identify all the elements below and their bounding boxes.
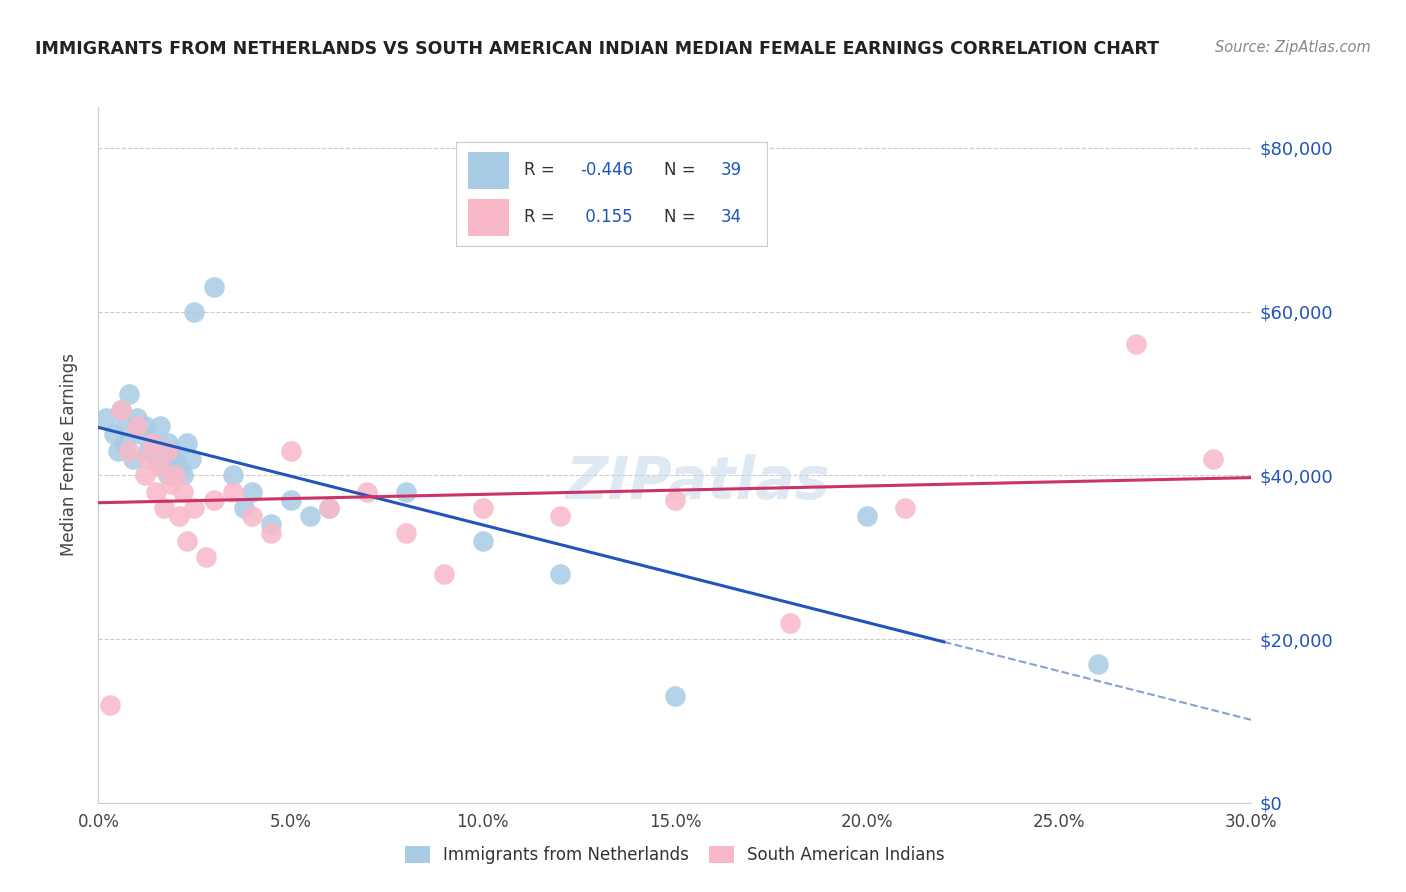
Point (548, 566, 571, 581)
Point (167, 509, 190, 524)
Point (152, 501, 174, 516)
Point (156, 435, 179, 450)
Point (183, 501, 205, 516)
Point (471, 501, 494, 516)
Point (260, 517, 283, 532)
Point (180, 452, 202, 467)
Point (176, 435, 198, 450)
Point (280, 492, 302, 507)
Point (222, 484, 245, 499)
Point (183, 304, 205, 318)
Point (395, 525, 418, 540)
Point (172, 468, 194, 483)
Point (107, 443, 129, 458)
Point (240, 484, 263, 499)
Point (141, 435, 163, 450)
Point (433, 566, 456, 581)
Point (280, 443, 302, 458)
Point (149, 419, 172, 434)
Y-axis label: Median Female Earnings: Median Female Earnings (59, 353, 77, 557)
Point (110, 403, 132, 417)
Point (138, 452, 160, 467)
Point (156, 443, 179, 458)
Point (98, 698, 121, 712)
Point (1125, 337, 1147, 351)
Point (894, 501, 917, 516)
Point (233, 501, 256, 516)
Point (118, 386, 141, 401)
Point (114, 435, 136, 450)
Legend: Immigrants from Netherlands, South American Indians: Immigrants from Netherlands, South Ameri… (405, 846, 945, 864)
Point (165, 468, 187, 483)
Point (152, 460, 174, 475)
Point (103, 427, 125, 442)
Point (395, 484, 418, 499)
Point (664, 492, 686, 507)
Point (318, 501, 340, 516)
Point (160, 443, 183, 458)
Point (260, 525, 283, 540)
Point (1087, 657, 1109, 671)
Point (156, 468, 179, 483)
Point (94, 411, 117, 425)
Text: IMMIGRANTS FROM NETHERLANDS VS SOUTH AMERICAN INDIAN MEDIAN FEMALE EARNINGS CORR: IMMIGRANTS FROM NETHERLANDS VS SOUTH AME… (35, 40, 1159, 58)
Point (145, 484, 167, 499)
Point (298, 509, 321, 524)
Point (110, 403, 132, 417)
Point (202, 492, 225, 507)
Point (165, 452, 187, 467)
Point (129, 427, 152, 442)
Point (222, 468, 245, 483)
Point (172, 484, 194, 499)
Text: ZIPatlas: ZIPatlas (565, 454, 830, 511)
Point (125, 411, 148, 425)
Point (118, 443, 141, 458)
Point (176, 533, 198, 548)
Point (160, 476, 183, 491)
Point (202, 280, 225, 294)
Point (145, 452, 167, 467)
Point (548, 509, 571, 524)
Point (318, 501, 340, 516)
Point (664, 690, 686, 704)
Point (125, 419, 148, 434)
Point (122, 452, 145, 467)
Text: Source: ZipAtlas.com: Source: ZipAtlas.com (1215, 40, 1371, 55)
Point (167, 460, 190, 475)
Point (149, 460, 172, 475)
Point (134, 419, 156, 434)
Point (195, 550, 218, 565)
Point (134, 468, 156, 483)
Point (240, 509, 263, 524)
Point (141, 435, 163, 450)
Point (114, 419, 136, 434)
Point (779, 615, 801, 630)
Point (471, 533, 494, 548)
Point (138, 443, 160, 458)
Point (856, 509, 879, 524)
Point (1202, 452, 1225, 467)
Point (356, 484, 378, 499)
